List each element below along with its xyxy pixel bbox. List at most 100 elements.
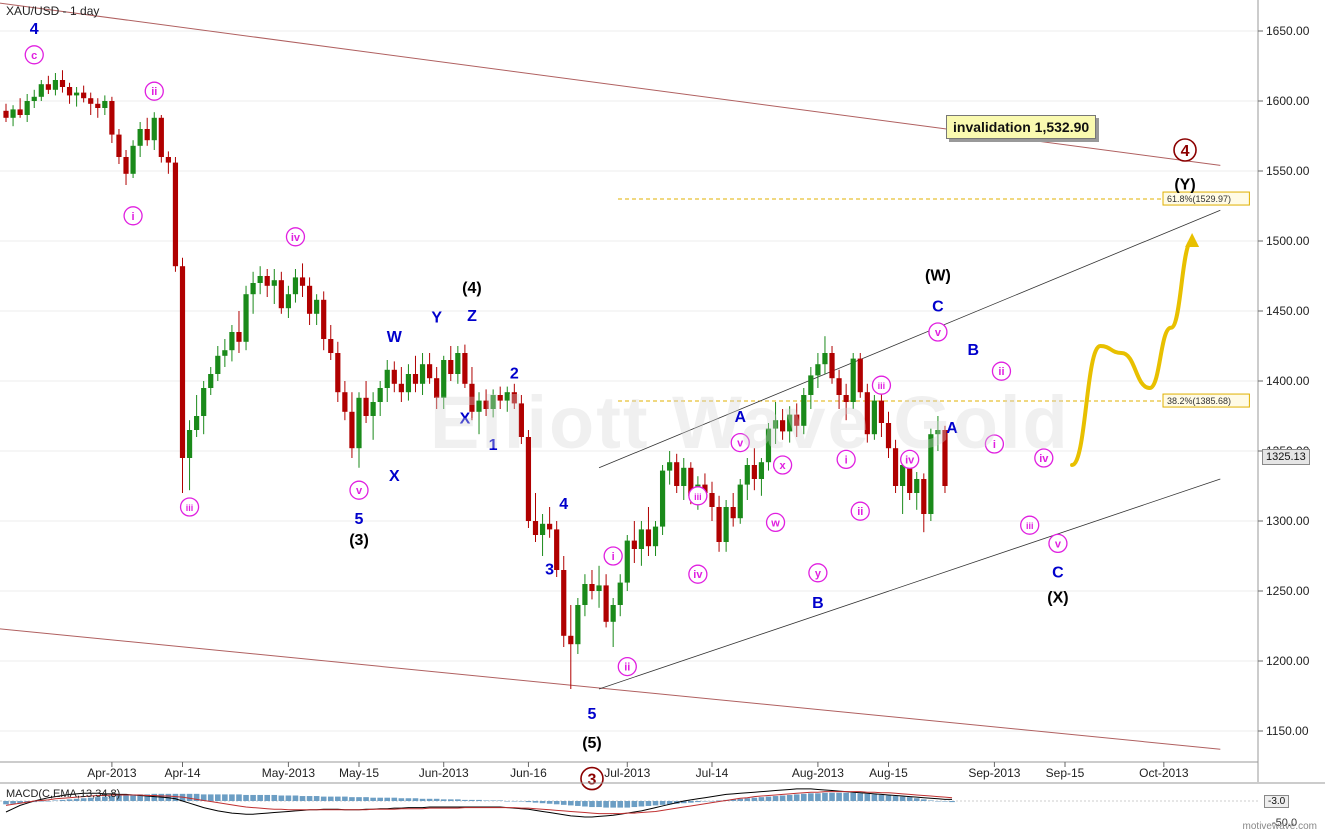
- wave-label-intermediate: (X): [1047, 590, 1068, 607]
- wave-label-circle: [123, 206, 143, 226]
- candle-body: [384, 369, 390, 388]
- date-tick-label: Sep-2013: [968, 766, 1020, 780]
- candle-body: [610, 605, 616, 622]
- macd-histogram-bar: [447, 799, 454, 801]
- wave-label-minute: iv: [905, 454, 915, 466]
- fib-label: 61.8%(1529.97): [1167, 194, 1231, 204]
- candle-body: [864, 392, 870, 435]
- date-tick-label: Apr-2013: [87, 766, 137, 780]
- date-tick-label: Oct-2013: [1139, 766, 1189, 780]
- date-tick-label: May-15: [339, 766, 379, 780]
- candle-body: [596, 585, 602, 591]
- price-tick-label: 1600.00: [1266, 94, 1310, 108]
- macd-histogram-bar: [123, 794, 129, 801]
- wave-label-circle: [928, 322, 948, 342]
- candle-body: [412, 374, 419, 384]
- wave-label-minute: iii: [694, 492, 702, 502]
- macd-histogram-bar: [356, 797, 362, 801]
- macd-histogram-bar: [504, 801, 511, 802]
- macd-histogram-bar: [666, 801, 673, 805]
- candle-body: [285, 294, 291, 309]
- candle-body: [59, 80, 66, 87]
- macd-histogram-bar: [857, 793, 864, 801]
- candle-body: [667, 462, 673, 471]
- candle-body: [928, 434, 934, 514]
- price-tick-label: 1650.00: [1266, 24, 1310, 38]
- candle-body: [3, 110, 9, 118]
- candle-body: [299, 277, 306, 286]
- macd-histogram-bar: [772, 796, 779, 801]
- wave-label-circle: [900, 449, 920, 470]
- macd-histogram-bar: [596, 801, 602, 808]
- candle-body: [335, 353, 341, 393]
- candle-body: [314, 299, 320, 314]
- macd-histogram-bar: [511, 801, 518, 802]
- candle-body: [878, 400, 885, 423]
- wave-label-minor: 5: [355, 511, 364, 528]
- wave-label-minute: iv: [1039, 453, 1049, 465]
- macd-histogram-bar: [610, 801, 616, 808]
- macd-histogram-bar: [822, 792, 828, 801]
- candle-body: [603, 585, 609, 622]
- wave-label-circle: [179, 497, 200, 517]
- candle-body: [624, 540, 630, 583]
- candle-body: [645, 529, 652, 547]
- date-tick-label: Jul-14: [696, 766, 729, 780]
- candle-body: [822, 353, 828, 365]
- macd-histogram-bar: [59, 799, 66, 801]
- macd-histogram-bar: [617, 801, 624, 808]
- macd-histogram-bar: [913, 798, 920, 801]
- date-axis[interactable]: Apr-2013 Apr-14 May-2013 May-15 Jun-2013 Jun-…: [0, 761, 1258, 780]
- macd-histogram-bar: [553, 801, 560, 805]
- macd-histogram-bar: [695, 801, 701, 803]
- macd-histogram-bar: [935, 801, 941, 802]
- macd-histogram-bar: [843, 792, 849, 801]
- candle-body: [815, 364, 821, 376]
- macd-histogram-bar: [469, 799, 475, 801]
- candle-body: [575, 605, 581, 645]
- candle-body: [497, 395, 503, 401]
- macd-tick-label: -50.0: [1272, 817, 1297, 829]
- macd-histogram-bar: [462, 799, 468, 801]
- candle-body: [808, 375, 814, 395]
- macd-histogram-bar: [80, 798, 87, 801]
- wave-label-minute: ii: [151, 86, 157, 98]
- wave-label-minute: y: [815, 568, 822, 580]
- last-price-tag: 1325.13: [1262, 449, 1310, 465]
- wave-labels: 4ciiiiiiivWXv5(3)Y(4)ZX2143iii5(5)3iiiiv…: [24, 21, 1197, 791]
- macd-histogram-bar: [949, 801, 955, 803]
- wave-label-minor: 4: [559, 496, 568, 513]
- wave-label-circle: [871, 375, 892, 395]
- candle-body: [829, 353, 835, 379]
- projection-path: [1070, 233, 1200, 467]
- macd-histogram-bar: [751, 797, 758, 801]
- macd-histogram-bar: [109, 796, 115, 801]
- price-tick-label: 1300.00: [1266, 514, 1310, 528]
- wave-label-circle: [836, 449, 856, 470]
- macd-histogram-bar: [532, 801, 539, 803]
- macd-histogram-bar: [349, 797, 355, 801]
- macd-histogram-bar: [899, 796, 906, 801]
- wave-label-circle: [808, 563, 828, 583]
- candle-body: [123, 157, 129, 174]
- wave-label-minor: 2: [510, 366, 519, 383]
- macd-histogram-bar: [476, 799, 482, 801]
- candle-body: [391, 369, 397, 384]
- candle-body: [787, 414, 793, 432]
- macd-histogram-bar: [3, 801, 9, 805]
- candle-body: [427, 364, 433, 379]
- macd-histogram-bar: [483, 800, 489, 801]
- macd-histogram-bar: [829, 792, 835, 801]
- candle-body: [462, 353, 468, 384]
- wave-label-circle: [730, 432, 750, 453]
- macd-histogram-bar: [793, 794, 800, 801]
- macd-signal-line: [5, 791, 953, 815]
- candle-body: [702, 484, 708, 493]
- macd-histogram-bar: [186, 793, 193, 801]
- macd-histogram-bar: [363, 797, 369, 801]
- macd-histogram-bar: [680, 801, 687, 804]
- macd-histogram-bar: [271, 794, 278, 801]
- wave-label-circle: [1034, 448, 1054, 468]
- invalidation-note: invalidation 1,532.90: [946, 115, 1097, 139]
- candle-body: [158, 117, 164, 157]
